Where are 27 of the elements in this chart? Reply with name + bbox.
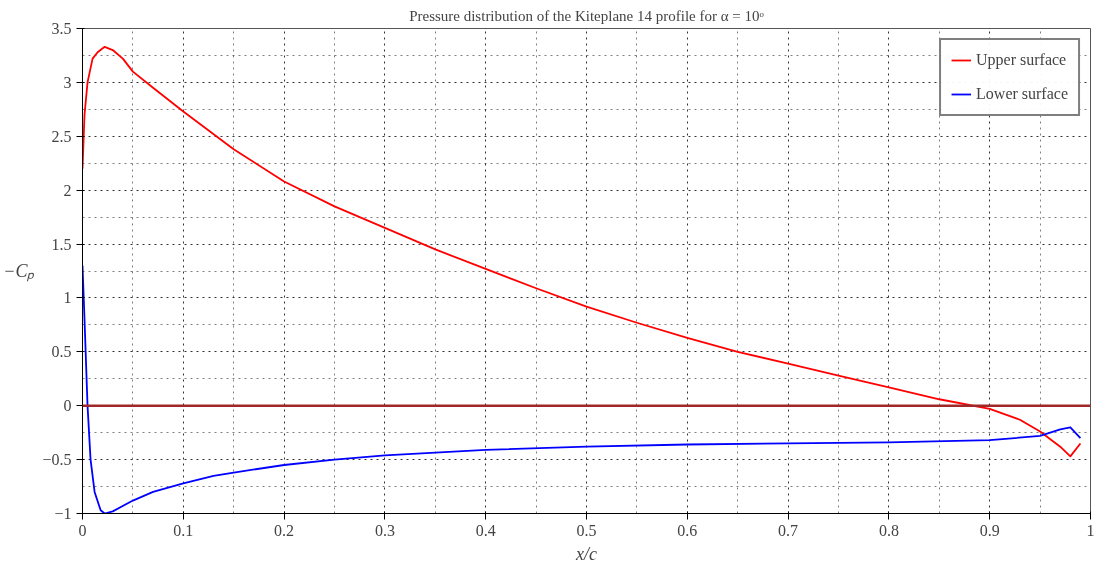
y-tick-label: 2 [63, 181, 72, 199]
y-tick-label: 1 [63, 289, 72, 307]
y-tick-label: 2.5 [51, 127, 72, 145]
y-tick-label: 0.5 [51, 343, 72, 361]
y-tick-label: −0.5 [42, 451, 72, 469]
x-tick-label: 0.4 [475, 521, 496, 539]
x-tick-label: 0 [78, 521, 87, 539]
x-tick-label: 0.1 [173, 521, 194, 539]
y-tick-label: −1 [54, 505, 72, 522]
x-tick-label: 0.6 [677, 521, 698, 539]
x-tick-label: 1 [1086, 521, 1095, 539]
x-tick-label: 0.3 [374, 521, 395, 539]
y-tick-label: 1.5 [51, 235, 72, 253]
y-tick-label: 3 [63, 73, 72, 91]
x-tick-label: 0.9 [979, 521, 1000, 539]
chart-title: Pressure distribution of the Kiteplane 14 profile for α = 10ᵒ [409, 7, 765, 24]
x-tick-label: 0.5 [576, 521, 597, 539]
legend-label: Lower surface [976, 85, 1068, 103]
x-tick-label: 0.7 [778, 521, 799, 539]
legend-label: Upper surface [976, 51, 1067, 69]
x-axis-title: x/c [575, 543, 597, 564]
y-axis-title: −Cₚ [3, 261, 36, 282]
line-series [82, 45, 1082, 458]
x-tick-label: 0.2 [274, 521, 295, 539]
y-tick-label: 0 [63, 397, 72, 415]
x-tick-label: 0.8 [878, 521, 899, 539]
y-tick-label: 3.5 [51, 20, 72, 37]
